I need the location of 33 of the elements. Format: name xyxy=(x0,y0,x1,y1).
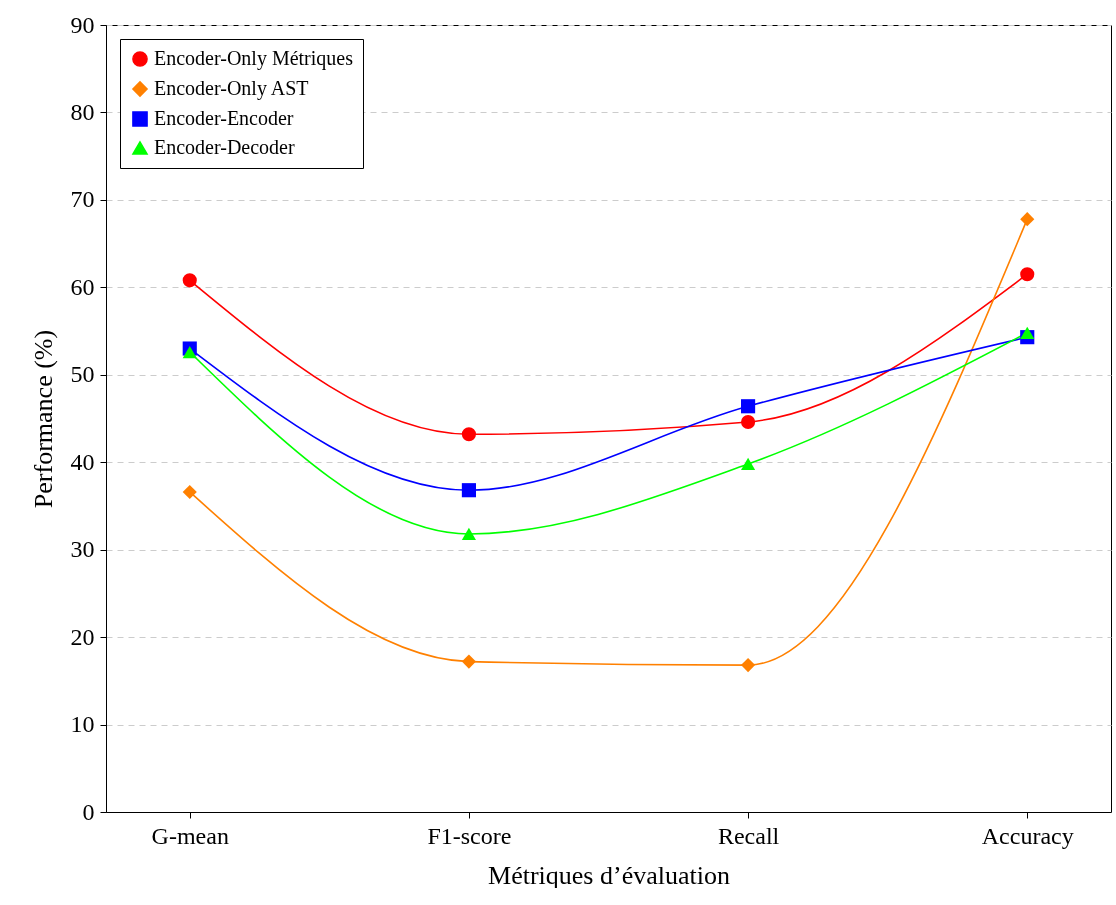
point xyxy=(461,654,476,669)
y-tick-label: 40 xyxy=(70,448,95,475)
point xyxy=(182,345,197,359)
y-axis-title: Performance (%) xyxy=(28,329,58,509)
y-tick-label: 20 xyxy=(70,623,95,650)
y-tick-label: 10 xyxy=(70,711,95,738)
point xyxy=(461,527,476,541)
point xyxy=(741,658,756,673)
point xyxy=(741,457,756,471)
y-tick-label: 70 xyxy=(70,186,95,213)
point xyxy=(461,483,476,498)
legend-label: Encoder-Encoder xyxy=(154,107,294,129)
legend-label: Encoder-Decoder xyxy=(154,136,295,158)
x-tick-label: F1-score xyxy=(427,822,512,849)
y-tick-label: 30 xyxy=(70,536,95,563)
point xyxy=(741,414,756,430)
y-tick-label: 50 xyxy=(70,361,95,388)
legend-label: Encoder-Only AST xyxy=(154,77,309,100)
point xyxy=(182,484,197,500)
x-tick-label: Recall xyxy=(717,822,780,849)
point xyxy=(461,427,476,442)
point xyxy=(182,273,197,288)
x-tick-label: Accuracy xyxy=(981,822,1074,849)
y-tick-label: 60 xyxy=(70,273,95,300)
point xyxy=(741,399,756,414)
x-tick-label: G-mean xyxy=(151,822,229,849)
point xyxy=(1020,326,1035,339)
y-tick-label: 80 xyxy=(70,98,95,125)
y-tick-label: 0 xyxy=(82,798,95,825)
y-tick-label: 90 xyxy=(70,11,95,38)
point xyxy=(1020,267,1035,282)
point xyxy=(1020,212,1035,227)
legend-label: Encoder-Only Métriques xyxy=(154,47,354,70)
